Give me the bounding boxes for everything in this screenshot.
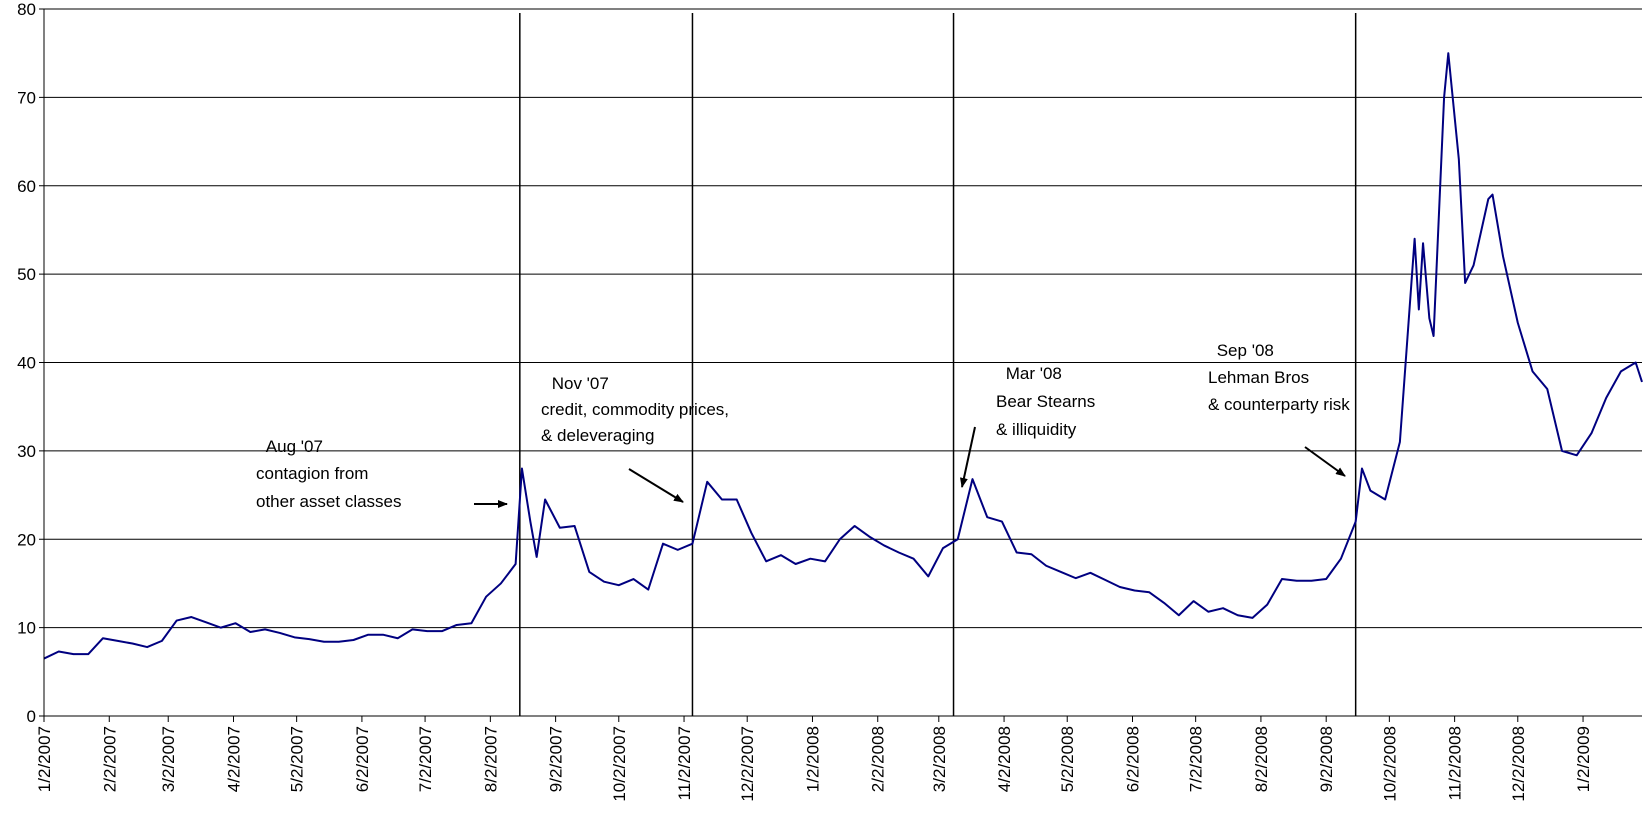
- x-tick-label: 1/2/2008: [803, 726, 822, 792]
- x-tick-label: 8/2/2007: [481, 726, 500, 792]
- arrow: [1304, 446, 1346, 477]
- y-tick-label: 50: [17, 265, 36, 284]
- x-tick-label: 12/2/2007: [738, 726, 757, 802]
- x-tick-label: 1/2/2007: [35, 726, 54, 792]
- y-tick-label: 60: [17, 177, 36, 196]
- x-tick-label: 10/2/2007: [610, 726, 629, 802]
- x-tick-label: 7/2/2007: [416, 726, 435, 792]
- y-tick-label: 0: [27, 707, 36, 726]
- x-tick-label: 6/2/2008: [1123, 726, 1142, 792]
- x-tick-label: 7/2/2008: [1187, 726, 1206, 792]
- axes: 0 10 20 30 40 50 60 70 80 1/2/2007 2/2/2007 3/2/200…: [17, 0, 1642, 802]
- x-tick-label: 11/2/2007: [675, 726, 694, 800]
- series-line: [43, 52, 1643, 660]
- y-tick-label: 20: [17, 530, 36, 549]
- x-tick-label: 5/2/2008: [1058, 726, 1077, 792]
- x-tick-label: 10/2/2008: [1380, 726, 1399, 802]
- annotation: Sep '08: [1212, 341, 1274, 360]
- x-tick-label: 9/2/2007: [547, 726, 566, 792]
- annotation: & counterparty risk: [1208, 395, 1350, 414]
- plot: [43, 52, 1643, 660]
- event-lines: [519, 13, 1357, 716]
- y-tick-label: 30: [17, 442, 36, 461]
- x-tick-label: 5/2/2007: [288, 726, 307, 792]
- y-tick-label: 10: [17, 619, 36, 638]
- y-tick-label: 70: [17, 88, 36, 107]
- x-tick-label: 2/2/2008: [869, 726, 888, 792]
- x-tick-label: 11/2/2008: [1446, 726, 1465, 800]
- arrow: [628, 468, 684, 503]
- x-tick-label: 1/2/2009: [1574, 726, 1593, 792]
- x-tick-label: 3/2/2007: [159, 726, 178, 792]
- annotation: & deleveraging: [541, 426, 654, 445]
- annotation: other asset classes: [256, 492, 402, 511]
- x-tick-label: 8/2/2008: [1252, 726, 1271, 792]
- annotation: & illiquidity: [996, 420, 1077, 439]
- annotation: Lehman Bros: [1208, 368, 1309, 387]
- x-tick-label: 4/2/2007: [224, 726, 243, 792]
- x-tick-label: 2/2/2007: [100, 726, 119, 792]
- annotation: credit, commodity prices,: [541, 400, 729, 419]
- x-tick-label: 6/2/2007: [353, 726, 372, 792]
- annotation: Mar '08: [1001, 364, 1062, 383]
- grid: [44, 8, 1642, 717]
- annotation: Aug '07: [262, 437, 323, 456]
- x-tick-label: 4/2/2008: [995, 726, 1014, 792]
- arrow: [959, 426, 976, 488]
- x-tick-label: 12/2/2008: [1509, 726, 1528, 802]
- annotation: Bear Stearns: [996, 392, 1095, 411]
- y-tick-label: 80: [17, 0, 36, 19]
- x-tick-label: 3/2/2008: [930, 726, 949, 792]
- annotations: Aug '07 contagion from other asset class…: [256, 341, 1350, 511]
- annotation: Nov '07: [547, 374, 609, 393]
- annotation: contagion from: [256, 464, 368, 483]
- x-tick-label: 9/2/2008: [1317, 726, 1336, 792]
- y-tick-label: 40: [17, 354, 36, 373]
